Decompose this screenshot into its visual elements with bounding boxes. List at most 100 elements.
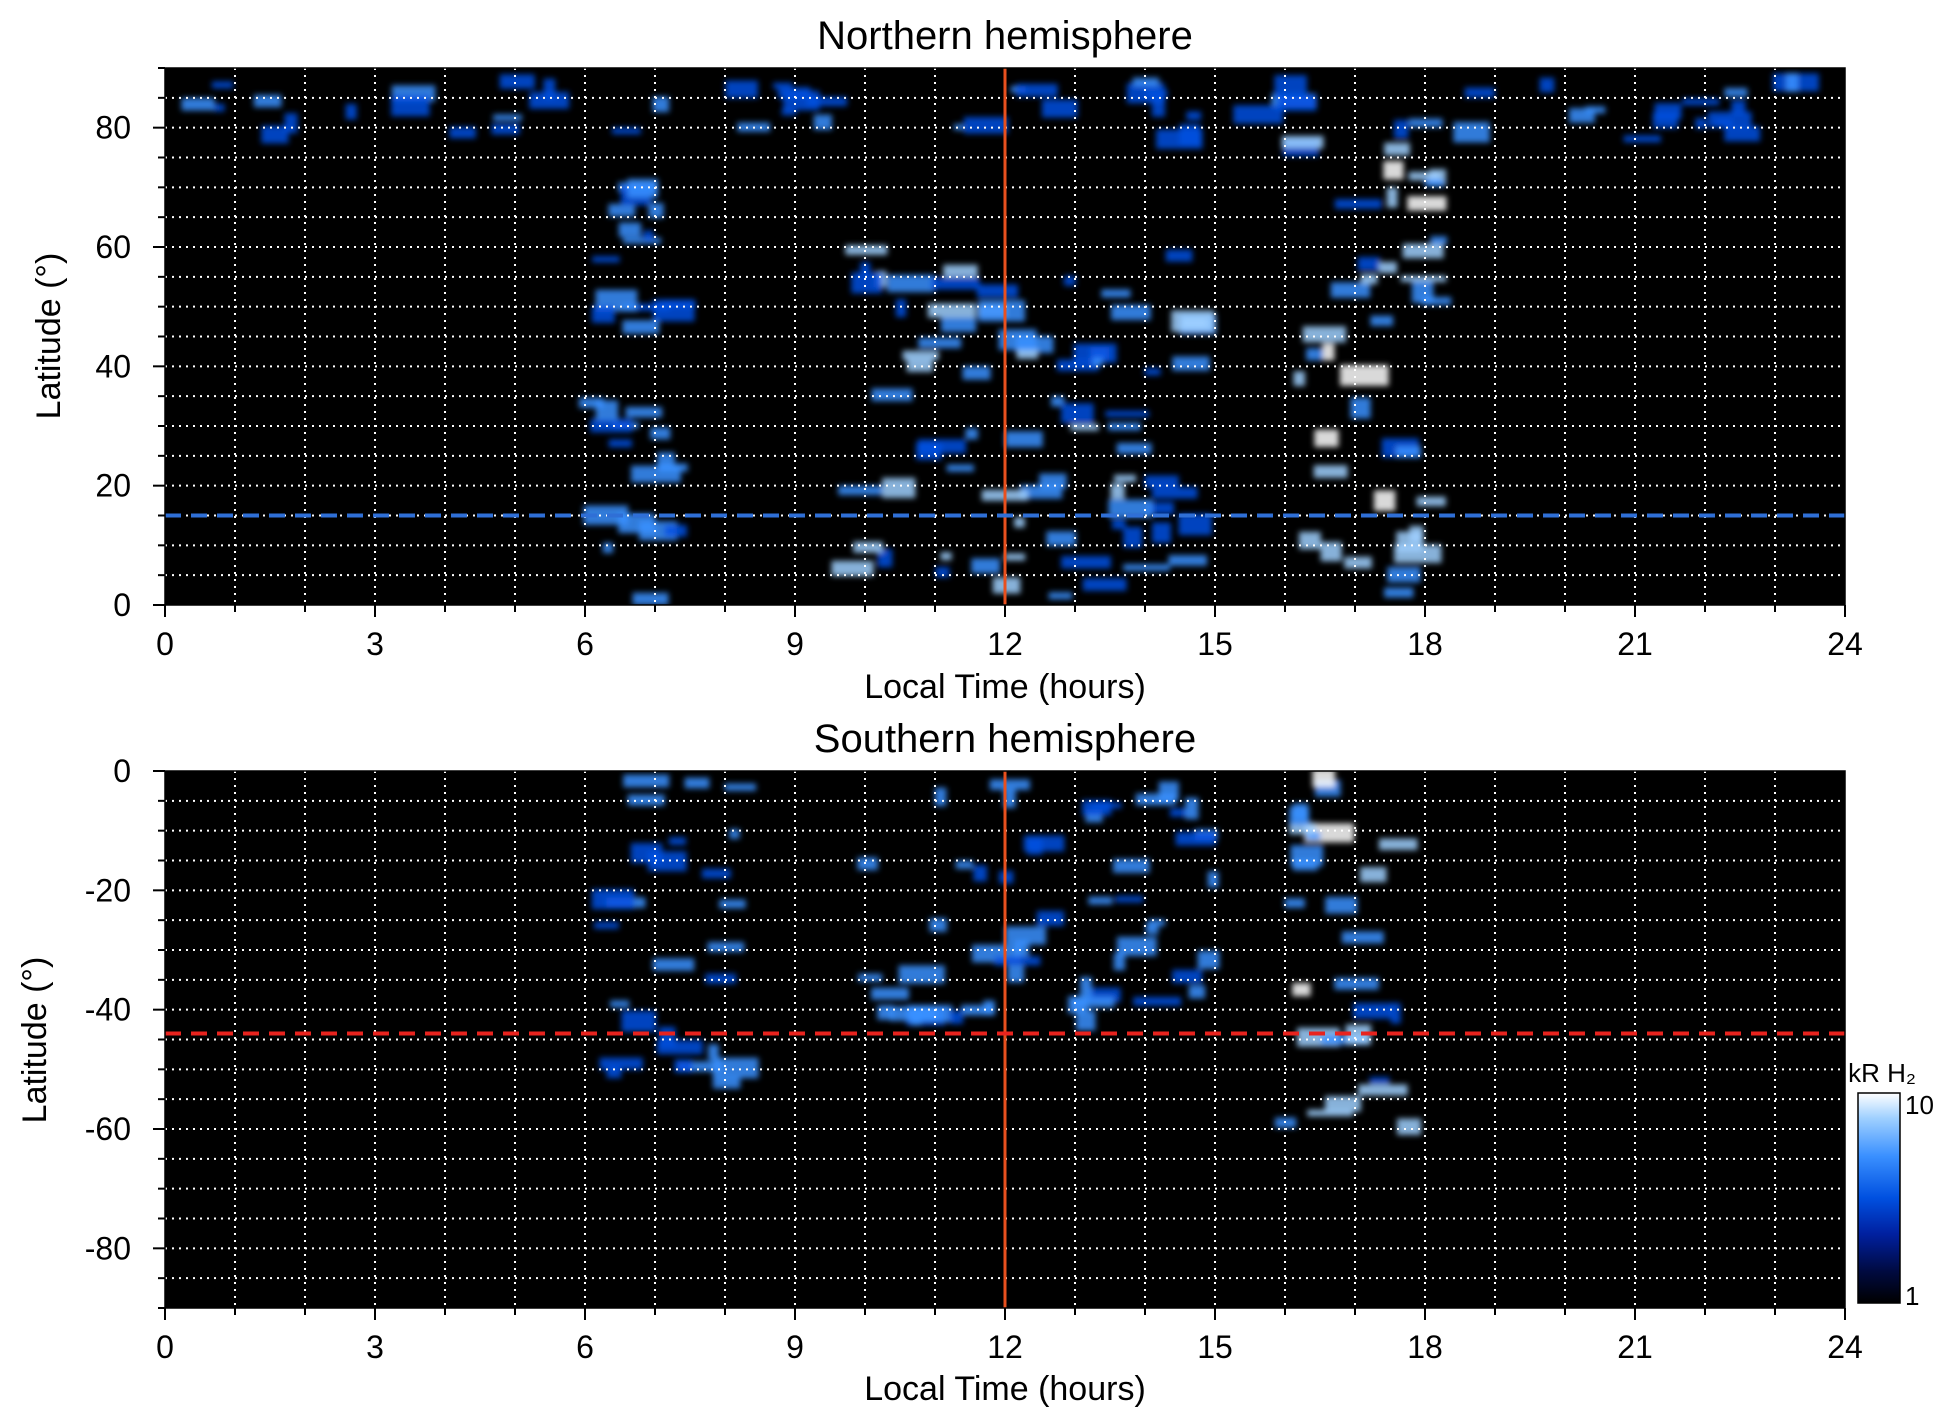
y-tick-label: -20 bbox=[85, 872, 131, 908]
chart-title: Southern hemisphere bbox=[814, 717, 1196, 761]
emission-patch bbox=[777, 87, 811, 99]
colorbar-min-label: 1 bbox=[1905, 1281, 1919, 1311]
emission-patch bbox=[889, 1006, 937, 1022]
chart-southern-hemisphere: 0 3 6 9 12 15 18 21 24 -80 -60 -40 -20 0 Southern hem… bbox=[16, 717, 1863, 1408]
emission-patch bbox=[652, 96, 670, 113]
emission-patch bbox=[1312, 771, 1336, 788]
emission-patch bbox=[1108, 499, 1153, 518]
emission-patch bbox=[1682, 98, 1720, 106]
emission-patch bbox=[592, 256, 620, 263]
emission-patch bbox=[965, 428, 978, 440]
emission-layer bbox=[181, 73, 1819, 605]
emission-patch bbox=[1623, 135, 1661, 143]
x-tick-label: 18 bbox=[1407, 626, 1443, 662]
emission-patch bbox=[1416, 496, 1446, 507]
emission-patch bbox=[1387, 566, 1421, 583]
emission-patch bbox=[621, 1010, 657, 1032]
emission-patch bbox=[729, 829, 740, 839]
emission-patch bbox=[882, 477, 916, 499]
x-tick-label: 3 bbox=[366, 626, 384, 662]
emission-patch bbox=[1111, 304, 1151, 321]
emission-patch bbox=[1344, 556, 1372, 569]
emission-patch bbox=[1170, 808, 1188, 817]
emission-patch bbox=[1424, 179, 1445, 187]
emission-patch bbox=[627, 178, 658, 199]
emission-patch bbox=[591, 305, 615, 323]
emission-patch bbox=[1116, 936, 1157, 957]
emission-patch bbox=[871, 388, 913, 402]
emission-patch bbox=[284, 113, 298, 134]
emission-patch bbox=[1165, 249, 1193, 262]
emission-patch bbox=[871, 987, 909, 1000]
x-tick-label: 0 bbox=[156, 1329, 174, 1365]
y-tick-label: 0 bbox=[113, 753, 131, 789]
emission-patch bbox=[1233, 105, 1284, 124]
emission-patch bbox=[1293, 371, 1306, 387]
emission-patch bbox=[1386, 187, 1398, 208]
emission-patch bbox=[1072, 996, 1115, 1008]
emission-patch bbox=[1378, 838, 1418, 851]
emission-patch bbox=[610, 1000, 630, 1008]
emission-patch bbox=[946, 464, 974, 472]
emission-patch bbox=[1168, 555, 1208, 566]
emission-patch bbox=[590, 418, 633, 433]
emission-patch bbox=[529, 91, 570, 109]
emission-patch bbox=[1151, 96, 1165, 117]
emission-patch bbox=[813, 114, 832, 130]
emission-patch bbox=[1113, 953, 1126, 971]
emission-patch bbox=[1123, 564, 1170, 571]
emission-patch bbox=[953, 123, 964, 131]
emission-patch bbox=[1370, 315, 1394, 327]
emission-patch bbox=[906, 358, 934, 372]
emission-patch bbox=[1092, 357, 1103, 366]
emission-patch bbox=[943, 264, 978, 278]
emission-patch bbox=[1186, 111, 1202, 121]
emission-patch bbox=[1027, 837, 1043, 855]
y-tick-label: -80 bbox=[85, 1230, 131, 1266]
emission-patch bbox=[1172, 356, 1210, 371]
emission-patch bbox=[1394, 119, 1409, 139]
emission-patch bbox=[1539, 77, 1555, 93]
x-tick-label: 6 bbox=[576, 1329, 594, 1365]
emission-patch bbox=[976, 284, 1019, 298]
emission-patch bbox=[1041, 99, 1078, 118]
emission-patch bbox=[1101, 289, 1131, 298]
emission-patch bbox=[391, 95, 430, 117]
emission-patch bbox=[845, 245, 888, 255]
emission-patch bbox=[608, 439, 632, 448]
emission-patch bbox=[608, 203, 636, 217]
colorbar-max-label: 10 bbox=[1905, 1090, 1934, 1120]
emission-patch bbox=[1016, 348, 1039, 360]
emission-patch bbox=[1407, 196, 1447, 211]
emission-patch bbox=[1046, 531, 1077, 547]
emission-patch bbox=[1369, 1077, 1390, 1085]
colorbar-label: kR H₂ bbox=[1848, 1058, 1916, 1088]
emission-patch bbox=[1135, 793, 1176, 806]
emission-patch bbox=[1114, 474, 1137, 483]
emission-patch bbox=[1063, 275, 1076, 286]
emission-patch bbox=[1156, 129, 1203, 149]
emission-patch bbox=[1302, 326, 1347, 343]
emission-patch bbox=[1181, 318, 1208, 328]
y-tick-label: 80 bbox=[95, 110, 131, 146]
emission-patch bbox=[857, 973, 883, 982]
emission-patch bbox=[1421, 296, 1452, 306]
emission-patch bbox=[1453, 121, 1490, 143]
emission-patch bbox=[1384, 587, 1414, 598]
emission-patch bbox=[1292, 859, 1318, 871]
x-tick-label: 18 bbox=[1407, 1329, 1443, 1365]
emission-patch bbox=[652, 958, 695, 971]
emission-patch bbox=[898, 965, 945, 984]
emission-patch bbox=[1056, 359, 1099, 372]
emission-patch bbox=[877, 1005, 894, 1020]
emission-patch bbox=[595, 400, 619, 421]
emission-patch bbox=[1464, 87, 1495, 98]
x-tick-label: 6 bbox=[576, 626, 594, 662]
emission-patch bbox=[1408, 171, 1440, 181]
emission-patch bbox=[998, 329, 1037, 351]
emission-patch bbox=[973, 865, 988, 882]
emission-patch bbox=[1314, 429, 1339, 447]
emission-patch bbox=[886, 274, 936, 293]
emission-patch bbox=[493, 114, 522, 121]
emission-patch bbox=[1340, 364, 1389, 386]
